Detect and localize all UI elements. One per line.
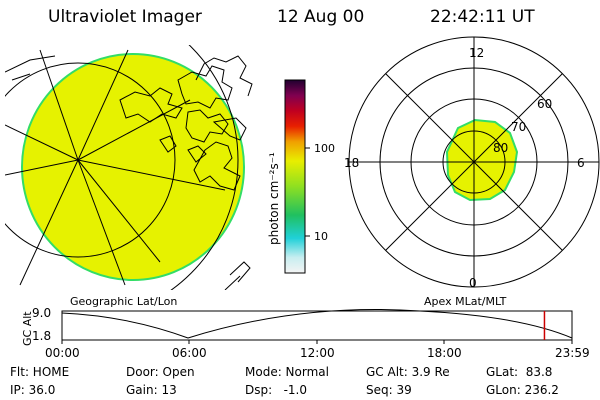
mlt-label-18: 18: [344, 156, 360, 170]
aurora-image-geographic: [21, 53, 245, 281]
apex-caption: Apex MLat/MLT: [424, 295, 507, 308]
geographic-caption: Geographic Lat/Lon: [70, 295, 178, 308]
altitude-xtick: 06:00: [172, 346, 207, 360]
mlt-label-0: 0: [469, 276, 477, 290]
altitude-xtick: 00:00: [45, 346, 80, 360]
latitude-circle: [170, 45, 239, 290]
meridian-lines: [5, 49, 226, 286]
status-seq: Seq: 39: [366, 383, 412, 397]
status-mode: Mode: Normal: [245, 365, 329, 379]
altitude-plot-frame: [61, 310, 573, 341]
colorbar-unit-label: photon cm⁻²s⁻¹: [267, 152, 281, 245]
lat-label-60: 60: [537, 97, 553, 111]
status-glat: GLat: 83.8: [486, 365, 553, 379]
altitude-ytick-top: 9.0: [32, 306, 52, 320]
mlt-label-6: 6: [577, 156, 585, 170]
colorbar-label-100: 100: [314, 142, 335, 155]
mlt-diagonals: [385, 73, 563, 251]
status-dsp: Dsp: -1.0: [245, 383, 308, 397]
altitude-xtick: 12:00: [300, 346, 335, 360]
altitude-xticks: [61, 340, 573, 344]
altitude-xtick: 18:00: [427, 346, 462, 360]
lat-label-80: 80: [493, 141, 509, 155]
latitude-circle: [5, 62, 176, 258]
geographic-map: [5, 45, 253, 290]
altitude-xtick: 23:59: [555, 346, 590, 360]
status-ip: IP: 36.0: [10, 383, 56, 397]
coastlines: [5, 55, 253, 290]
altitude-curve: [61, 309, 573, 339]
imager-title: Ultraviolet Imager: [48, 7, 202, 27]
observation-date: 12 Aug 00: [277, 7, 365, 27]
intensity-colorbar: [284, 79, 306, 274]
status-gain: Gain: 13: [126, 383, 177, 397]
magnetic-polar-dial: [348, 36, 600, 288]
lat-label-70: 70: [511, 120, 527, 134]
colorbar-label-10: 10: [314, 230, 328, 243]
observation-time: 22:42:11 UT: [430, 7, 535, 27]
altitude-ytick-bottom: 1.8: [32, 329, 52, 343]
status-gc-alt: GC Alt: 3.9 Re: [366, 365, 450, 379]
status-glon: GLon: 236.2: [486, 383, 559, 397]
status-door: Door: Open: [126, 365, 195, 379]
mlt-label-12: 12: [469, 46, 485, 60]
status-flight: Flt: HOME: [10, 365, 70, 379]
